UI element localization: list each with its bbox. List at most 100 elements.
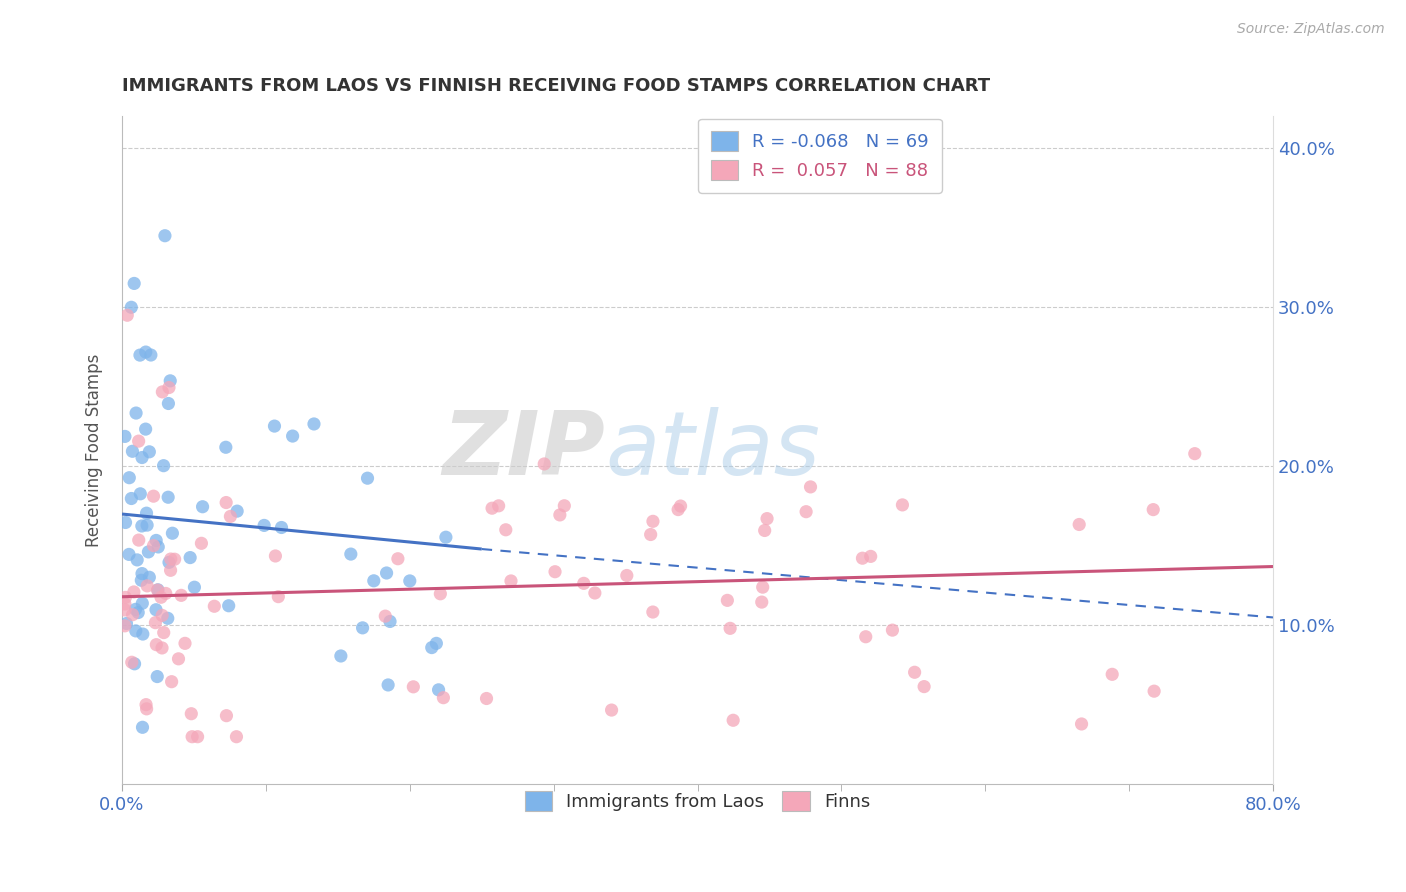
Point [181,730,204,744]
Point [121,444,143,458]
Point [641,605,664,619]
Point [340,547,363,561]
Legend: Immigrants from Laos, Finns: Immigrants from Laos, Finns [515,780,882,822]
Point [124,602,146,616]
Point [127,553,149,567]
Point [1184,447,1206,461]
Point [553,499,575,513]
Point [114,429,136,443]
Point [375,566,398,580]
Text: Source: ZipAtlas.com: Source: ZipAtlas.com [1237,22,1385,37]
Point [583,586,606,600]
Point [1101,667,1123,681]
Point [125,624,148,638]
Point [129,348,152,362]
Point [356,471,378,485]
Point [118,548,141,562]
Point [150,591,173,605]
Point [754,524,776,538]
Point [162,526,184,541]
Point [641,514,664,528]
Point [183,580,205,594]
Point [114,597,136,611]
Point [219,509,242,524]
Point [859,549,882,564]
Point [363,574,385,588]
Point [135,422,157,436]
Point [157,380,180,394]
Point [640,527,662,541]
Point [488,499,510,513]
Point [377,678,399,692]
Point [163,552,186,566]
Point [387,551,409,566]
Point [264,549,287,563]
Point [131,574,153,588]
Point [1143,684,1166,698]
Point [131,450,153,465]
Point [180,706,202,721]
Point [533,457,555,471]
Point [429,587,451,601]
Point [138,445,160,459]
Point [544,565,567,579]
Point [799,480,821,494]
Point [174,636,197,650]
Point [475,691,498,706]
Point [127,606,149,620]
Point [128,434,150,449]
Point [132,627,155,641]
Point [114,619,136,633]
Point [751,595,773,609]
Point [157,396,180,410]
Point [148,540,170,554]
Point [548,508,571,522]
Point [157,490,180,504]
Point [402,680,425,694]
Point [912,680,935,694]
Point [138,570,160,584]
Point [434,530,457,544]
Point [115,616,138,631]
Point [121,655,143,669]
Point [131,519,153,533]
Point [136,518,159,533]
Point [128,533,150,547]
Point [159,552,181,566]
Point [156,611,179,625]
Point [160,674,183,689]
Point [135,506,157,520]
Point [225,730,247,744]
Point [851,551,873,566]
Point [145,533,167,548]
Point [135,698,157,712]
Point [150,384,173,399]
Point [131,720,153,734]
Point [882,623,904,637]
Point [131,566,153,581]
Point [167,652,190,666]
Point [398,574,420,588]
Point [432,690,454,705]
Point [124,657,146,671]
Point [138,545,160,559]
Point [378,615,401,629]
Point [129,487,152,501]
Point [159,563,181,577]
Point [122,277,145,291]
Point [1069,517,1091,532]
Point [253,518,276,533]
Point [420,640,443,655]
Point [263,419,285,434]
Point [481,501,503,516]
Point [352,621,374,635]
Text: ZIP: ZIP [443,407,606,494]
Point [215,495,238,509]
Point [904,665,927,680]
Point [572,576,595,591]
Point [125,406,148,420]
Point [114,591,136,605]
Point [131,596,153,610]
Point [855,630,877,644]
Point [190,536,212,550]
